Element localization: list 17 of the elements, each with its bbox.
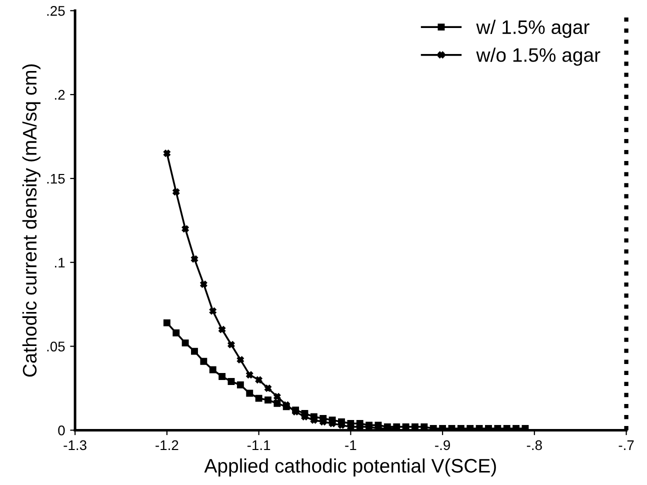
legend-label: w/ 1.5% agar (476, 20, 590, 38)
y-tick-label: .1 (55, 258, 65, 268)
x-tick-label: -.8 (526, 440, 542, 450)
y-axis-title: Cathodic current density (mA/sq cm) (22, 64, 40, 377)
y-tick-label: .15 (47, 174, 65, 184)
y-tick-label: 0 (58, 426, 65, 436)
y-tick-label: .25 (47, 6, 65, 16)
x-tick-label: -1 (345, 440, 356, 450)
y-tick-label: .05 (47, 342, 65, 352)
x-axis-title: Applied cathodic potential V(SCE) (204, 458, 496, 477)
x-tick-label: -1.2 (156, 440, 178, 450)
x-tick-label: -1.1 (247, 440, 270, 450)
x-tick-label: -1.3 (64, 440, 86, 450)
y-tick-label: .2 (55, 90, 65, 100)
x-tick-label: -.7 (618, 440, 634, 450)
x-tick-label: -.9 (435, 440, 450, 450)
legend-label: w/o 1.5% agar (476, 48, 600, 66)
